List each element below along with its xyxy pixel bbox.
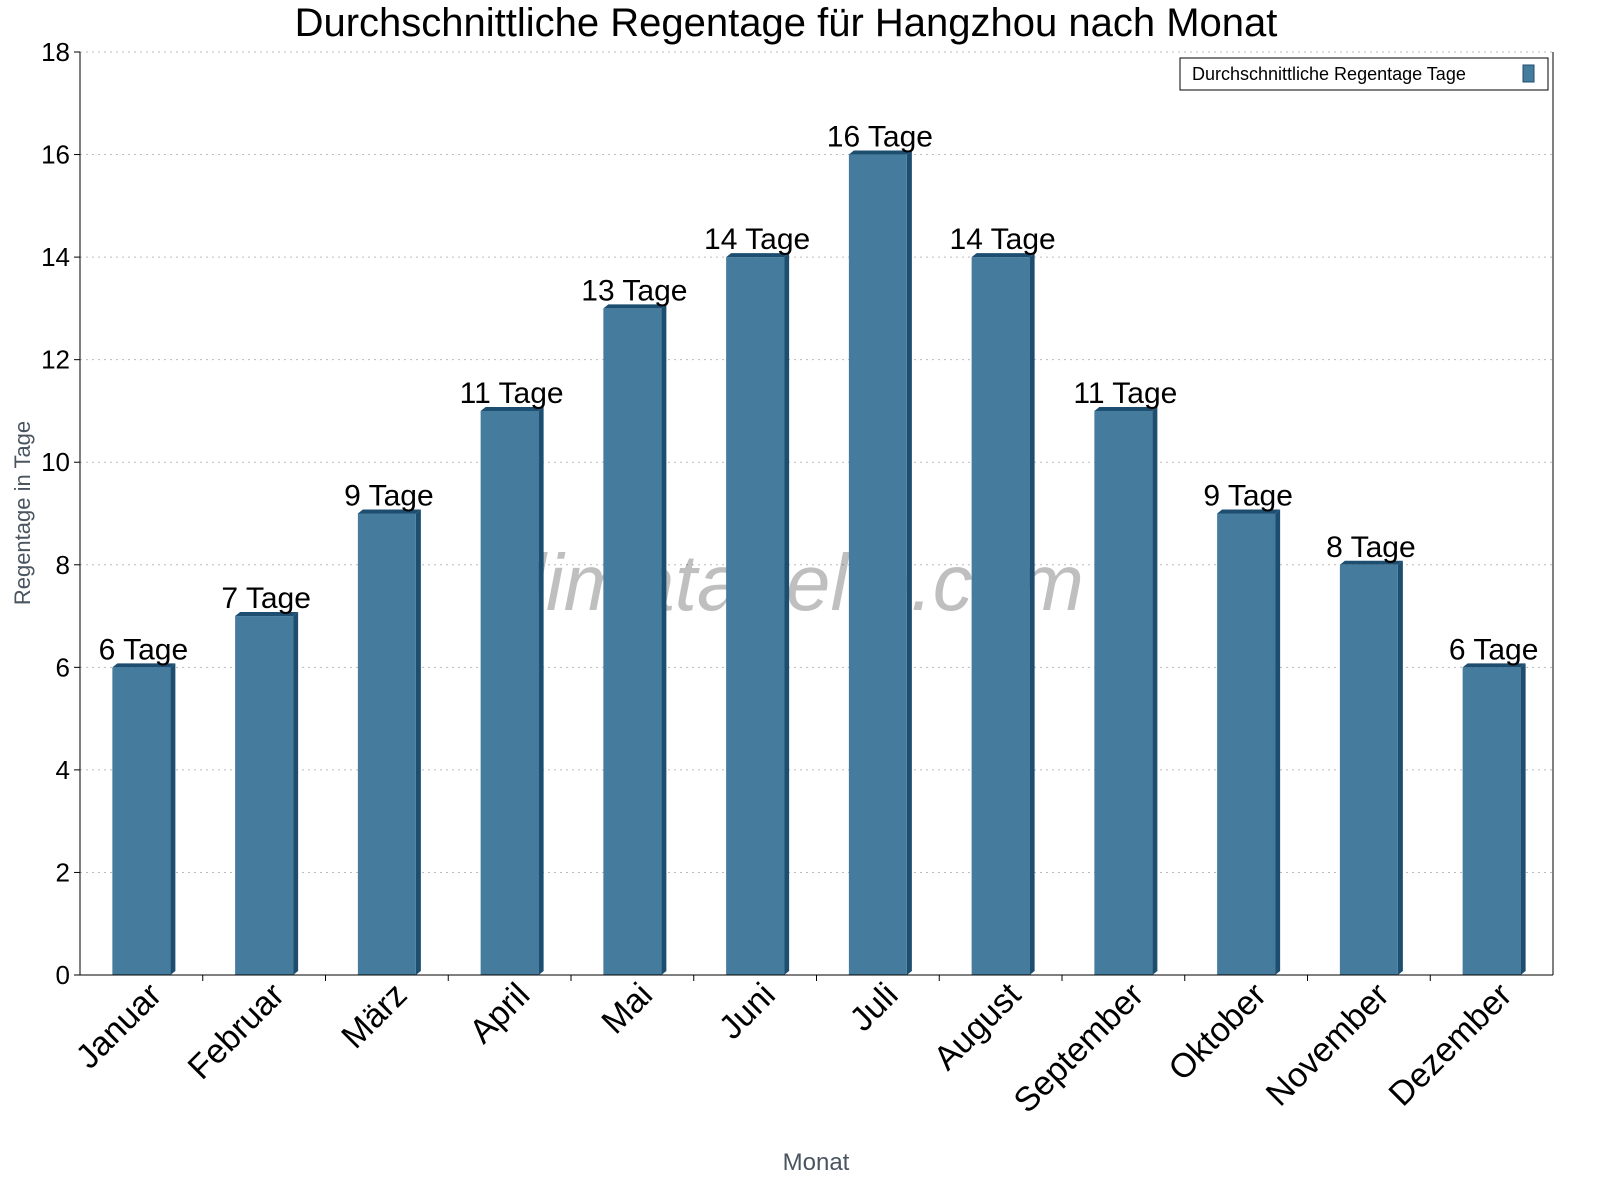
bar-side [538,406,544,975]
y-tick-label: 14 [41,242,70,272]
bar-top [235,612,299,617]
bar [1462,667,1521,975]
legend-label: Durchschnittliche Regentage Tage [1192,64,1466,84]
y-tick-label: 0 [56,960,70,990]
bar [112,667,171,975]
data-label: 14 Tage [950,223,1056,256]
bar-side [293,612,299,975]
bar-side [784,253,790,976]
grid-lines [80,51,1553,873]
bar-group: 14 Tage [704,223,810,976]
bar [357,513,416,975]
bar-side [661,304,667,975]
y-tick-label: 2 [56,857,70,887]
x-tick-label: Mai [594,976,660,1042]
x-tick-label: April [462,976,537,1051]
x-tick-label: Februar [181,976,292,1087]
bar-group: 13 Tage [581,274,687,975]
bar-side [170,663,176,975]
bar-top [971,253,1035,258]
bar-top [1339,560,1403,565]
bar-group: 11 Tage [1073,377,1177,975]
x-tick-label: Juni [712,976,783,1047]
y-tick-label: 12 [41,345,70,375]
data-label: 6 Tage [1449,633,1539,666]
x-tick-label: Dezember [1382,976,1520,1114]
bar [726,257,785,976]
data-label: 11 Tage [1073,377,1177,410]
data-label: 11 Tage [460,377,564,410]
x-tick-label: März [334,976,414,1056]
x-tick-label: August [927,975,1029,1077]
bar-side [1520,663,1526,975]
x-tick-label: September [1007,976,1151,1120]
bar [848,154,907,976]
bar-group: 8 Tage [1326,531,1416,975]
bar-side [415,509,421,975]
y-tick-label: 10 [41,447,70,477]
y-axis-label: Regentage in Tage [10,421,35,605]
y-tick-label: 4 [56,755,70,785]
x-axis-label: Monat [783,1149,850,1176]
bar-top [726,253,790,258]
data-label: 14 Tage [704,223,810,256]
data-label: 7 Tage [221,582,311,615]
data-label: 6 Tage [99,633,189,666]
bar-group: 9 Tage [1203,480,1293,975]
bar [235,616,294,975]
legend-box [1179,57,1549,91]
bar-group: 9 Tage [344,480,434,975]
x-tick-label: Januar [69,976,169,1076]
bar-group: 14 Tage [950,223,1056,976]
data-label: 8 Tage [1326,531,1416,564]
x-tick-label: Oktober [1161,976,1273,1088]
bar-group: 16 Tage [827,121,933,976]
bar [603,308,662,975]
bar-top [848,150,912,155]
bar-top [1462,663,1526,668]
legend[interactable]: Durchschnittliche Regentage Tage [1179,57,1549,91]
data-label: 16 Tage [827,121,933,154]
y-tick-label: 8 [56,550,70,580]
y-tick-label: 16 [41,140,70,170]
bar-side [1275,509,1281,975]
y-tick-label: 6 [56,652,70,682]
bar [480,410,539,975]
bar-side [1397,560,1403,975]
bar [1094,410,1153,975]
bar-top [1217,509,1281,514]
bar [1339,564,1398,975]
bar-group: 7 Tage [221,582,311,975]
bar-side [906,150,912,976]
bar-side [1029,253,1035,976]
data-label: 9 Tage [1203,480,1293,513]
data-label: 13 Tage [581,274,687,307]
bar-top [112,663,176,668]
bars: 6 Tage 7 Tage 9 Tage 11 Tage 13 Tage 14 Tage 1… [99,121,1539,976]
legend-swatch [1522,64,1535,83]
bar-top [1094,406,1158,411]
bar-top [357,509,421,514]
y-tick-label: 18 [41,37,70,67]
bar-top [603,304,667,309]
bar-group: 6 Tage [1449,633,1539,975]
bar [971,257,1030,976]
x-tick-label: Juli [843,976,906,1039]
x-tick-label: November [1259,976,1397,1114]
data-label: 9 Tage [344,480,434,513]
bar [1217,513,1276,975]
bar-top [480,406,544,411]
bar-group: 6 Tage [99,633,189,975]
chart-title: Durchschnittliche Regentage für Hangzhou… [295,1,1278,45]
bar-group: 11 Tage [460,377,564,975]
bar-side [1152,406,1158,975]
